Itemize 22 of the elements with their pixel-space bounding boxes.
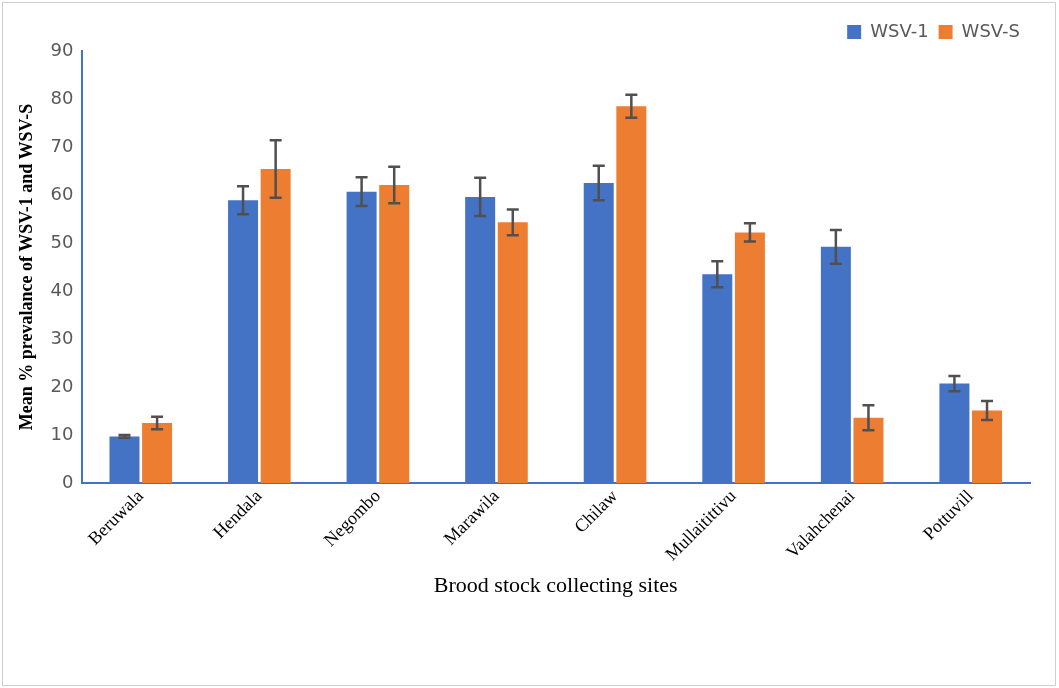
bar [260,169,291,483]
y-tick-label: 40 [50,278,74,300]
x-axis-title: Brood stock collecting sites [433,571,678,597]
y-tick-label: 50 [50,230,74,252]
bar [497,222,528,483]
y-axis-title: Mean % prevalance of WSV-1 and WSV-S [16,103,37,431]
y-tick-label: 90 [50,38,74,60]
bar [379,184,410,483]
bar [616,106,647,483]
legend-label: WSV-S [961,19,1020,41]
legend-label: WSV-1 [870,19,929,41]
bar [853,417,884,483]
y-tick-label: 60 [50,182,74,204]
bar [734,232,765,483]
y-tick-label: 10 [50,422,74,444]
y-tick-label: 20 [50,374,74,396]
bar [142,422,173,483]
y-tick-label: 0 [62,470,74,492]
y-tick-label: 80 [50,86,74,108]
y-tick-label: 70 [50,134,74,156]
bar [972,410,1003,483]
y-tick-label: 30 [50,326,74,348]
